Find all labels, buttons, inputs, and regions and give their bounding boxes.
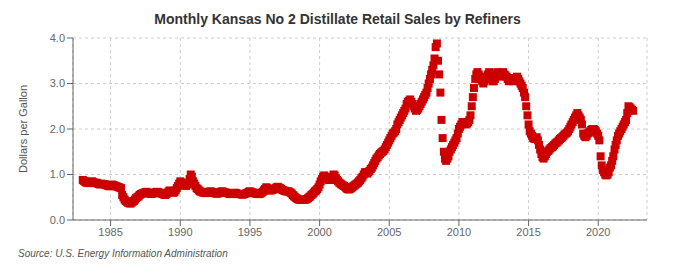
svg-text:2.0: 2.0 — [50, 123, 65, 135]
svg-text:4.0: 4.0 — [50, 32, 65, 44]
svg-text:2010: 2010 — [447, 226, 471, 238]
svg-text:2005: 2005 — [377, 226, 401, 238]
svg-text:1.0: 1.0 — [50, 168, 65, 180]
svg-text:1990: 1990 — [168, 226, 192, 238]
svg-text:1995: 1995 — [238, 226, 262, 238]
svg-text:Dollars per Gallon: Dollars per Gallon — [17, 85, 29, 173]
svg-text:1985: 1985 — [98, 226, 122, 238]
svg-text:3.0: 3.0 — [50, 77, 65, 89]
html-text:Monthly Kansas No 2 Distillate: Monthly Kansas No 2 Distillate Retail Sa… — [154, 11, 521, 27]
html-text:Source: U.S. Energy Informatio: Source: U.S. Energy Information Administ… — [18, 248, 228, 259]
svg-text:2015: 2015 — [516, 226, 540, 238]
svg-text:2000: 2000 — [307, 226, 331, 238]
svg-text:0.0: 0.0 — [50, 214, 65, 226]
svg-text:2020: 2020 — [586, 226, 610, 238]
